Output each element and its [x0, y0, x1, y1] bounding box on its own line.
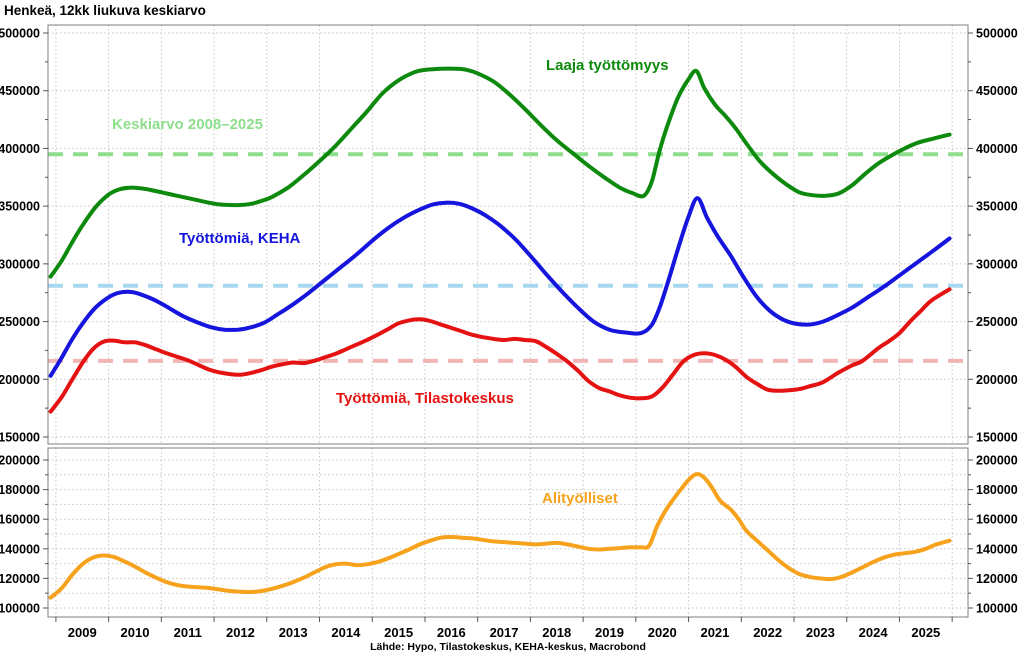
series-line-ty-tt-mi-tilastokeskus — [48, 287, 952, 414]
y-tick-label-left: 200000 — [0, 373, 40, 387]
y-tick-label-left: 140000 — [0, 542, 40, 556]
y-tick-label-right: 150000 — [976, 431, 1018, 445]
y-tick-label-left: 100000 — [0, 602, 40, 616]
y-tick-label-right: 200000 — [976, 454, 1018, 468]
y-tick-label-left: 300000 — [0, 257, 40, 271]
x-tick-label: 2014 — [331, 625, 361, 640]
x-tick-label: 2020 — [648, 625, 677, 640]
x-tick-label: 2017 — [490, 625, 519, 640]
annotation-laaja-tyottomyys: Laaja työttömyys — [546, 57, 669, 74]
y-tick-label-left: 400000 — [0, 142, 40, 156]
x-tick-label: 2022 — [753, 625, 782, 640]
y-tick-label-right: 140000 — [976, 542, 1018, 556]
y-tick-label-right: 200000 — [976, 373, 1018, 387]
x-tick-label: 2010 — [121, 625, 150, 640]
main-panel: 150000 150000 200000 200000 250000 250000 3000… — [0, 24, 1018, 445]
y-tick-label-left: 180000 — [0, 483, 40, 497]
panel-border — [47, 447, 969, 618]
x-tick-label: 2019 — [595, 625, 624, 640]
y-tick-label-left: 120000 — [0, 572, 40, 586]
y-tick-label-right: 100000 — [976, 602, 1018, 616]
x-tick-label: 2013 — [279, 625, 308, 640]
y-tick-label-right: 160000 — [976, 513, 1018, 527]
y-tick-label-right: 500000 — [976, 27, 1018, 41]
y-tick-label-right: 180000 — [976, 483, 1018, 497]
x-tick-label: 2012 — [226, 625, 255, 640]
annotation-tyottomia-tilastokeskus: Työttömiä, Tilastokeskus — [336, 390, 514, 407]
x-tick-label: 2021 — [700, 625, 729, 640]
x-tick-label: 2015 — [384, 625, 413, 640]
source-note: Lähde: Hypo, Tilastokeskus, KEHA-keskus,… — [370, 641, 646, 653]
y-tick-label-right: 400000 — [976, 142, 1018, 156]
x-tick-label: 2016 — [437, 625, 466, 640]
chart-title: Henkeä, 12kk liukuva keskiarvo — [4, 3, 206, 18]
x-tick-label: 2023 — [806, 625, 835, 640]
x-tick-label: 2018 — [542, 625, 571, 640]
y-tick-label-right: 300000 — [976, 257, 1018, 271]
y-tick-label-left: 500000 — [0, 27, 40, 41]
series-line-ty-tt-mi-keha — [48, 196, 952, 378]
annotation-alityolliset: Alityölliset — [542, 490, 618, 507]
x-tick-label: 2011 — [174, 625, 202, 640]
y-tick-label-left: 450000 — [0, 84, 40, 98]
x-tick-label: 2025 — [911, 625, 940, 640]
y-tick-label-left: 160000 — [0, 513, 40, 527]
y-tick-label-left: 200000 — [0, 454, 40, 468]
annotation-keskiarvo-2008-2025: Keskiarvo 2008–2025 — [112, 116, 263, 133]
y-tick-label-left: 250000 — [0, 315, 40, 329]
lower-panel: 100000 100000 120000 120000 140000 140000 1600… — [0, 447, 1018, 640]
x-tick-label: 2009 — [68, 625, 97, 640]
y-tick-label-right: 250000 — [976, 315, 1018, 329]
y-tick-label-right: 350000 — [976, 200, 1018, 214]
x-tick-label: 2024 — [859, 625, 889, 640]
y-tick-label-right: 120000 — [976, 572, 1018, 586]
annotation-tyottomia-keha: Työttömiä, KEHA — [179, 230, 301, 247]
y-tick-label-left: 150000 — [0, 431, 40, 445]
y-tick-label-left: 350000 — [0, 200, 40, 214]
series-line-ality-lliset — [48, 472, 952, 600]
series-line-laaja-ty-tt-myys — [48, 66, 952, 279]
y-tick-label-right: 450000 — [976, 84, 1018, 98]
